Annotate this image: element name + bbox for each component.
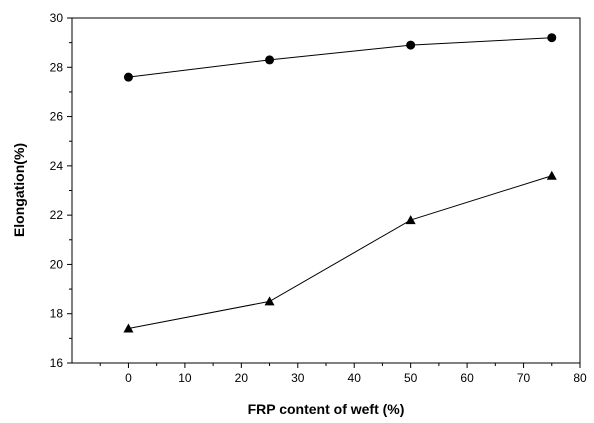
series-2-triangle [123,170,557,333]
data-point-triangle [546,170,557,180]
x-tick-label: 30 [291,371,305,385]
data-point-triangle [405,215,416,225]
data-point-triangle [123,323,134,333]
x-tick-label: 40 [348,371,362,385]
x-tick-label: 70 [517,371,531,385]
x-axis-title: FRP content of weft (%) [248,401,405,417]
data-point-circle [123,72,133,82]
y-axis-ticks: 16 18 20 22 24 26 28 30 [50,11,72,370]
y-tick-label: 26 [50,110,64,124]
x-tick-label: 60 [460,371,474,385]
x-tick-label: 50 [404,371,418,385]
x-tick-label: 10 [178,371,192,385]
x-tick-label: 0 [125,371,132,385]
y-tick-label: 22 [50,208,64,222]
series-line [128,37,552,78]
data-point-circle [406,40,416,50]
y-tick-label: 24 [50,159,64,173]
y-tick-label: 16 [50,356,64,370]
y-tick-label: 20 [50,257,64,271]
x-axis-ticks: 0 10 20 30 40 50 60 70 80 [99,363,587,385]
series-line [128,175,552,329]
y-tick-label: 28 [50,60,64,74]
y-axis-title: Elongation(%) [11,143,27,237]
x-tick-label: 80 [573,371,587,385]
x-tick-label: 20 [235,371,249,385]
data-point-triangle [264,296,275,306]
data-point-circle [265,55,275,65]
series-layer [123,33,557,333]
y-tick-label: 30 [50,11,64,25]
data-point-circle [547,33,557,43]
y-tick-label: 18 [50,307,64,321]
series-1-circle [123,33,557,82]
